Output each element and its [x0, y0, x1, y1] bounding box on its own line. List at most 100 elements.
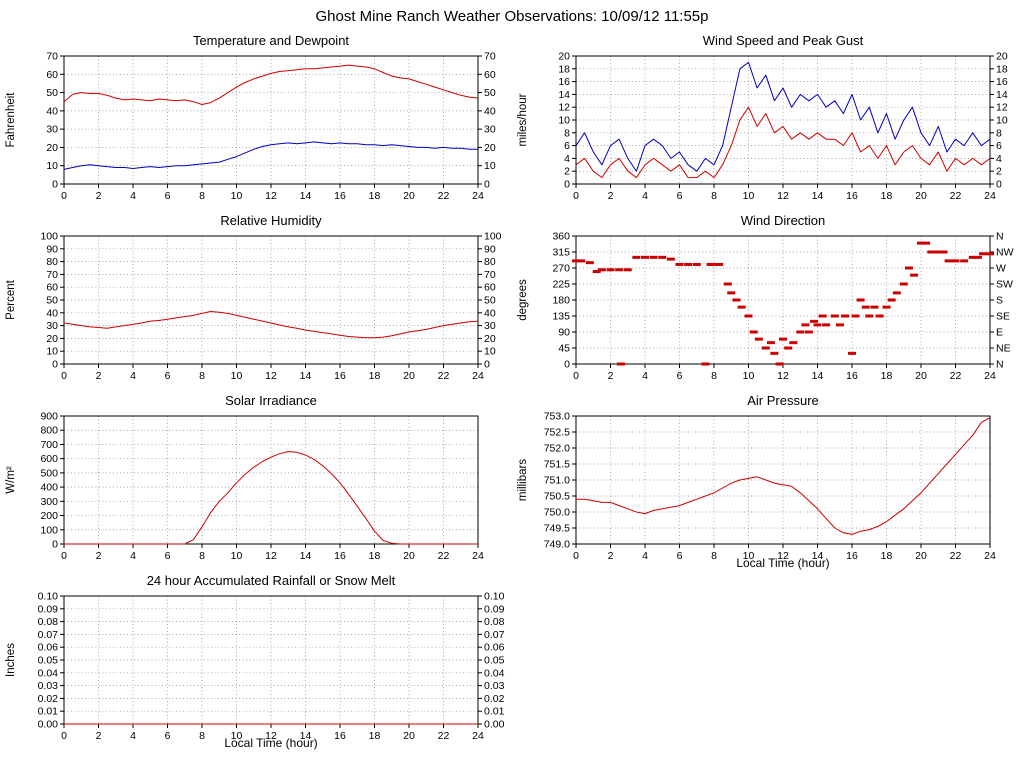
- scatter-marker: [649, 255, 658, 259]
- y-tick-label-right: 0: [484, 179, 490, 191]
- x-tick-label: 10: [743, 190, 755, 202]
- scatter-marker: [986, 252, 994, 256]
- y-tick-label: 14: [558, 89, 570, 101]
- y-tick-label: 100: [40, 524, 58, 536]
- y-tick-label: 0.10: [38, 591, 59, 603]
- chart-relative-humidity: 0 0 10 10 20 20 30 30 40 40 50 50 60 60 70 70 80 80 90 90 10…: [0, 210, 512, 390]
- scatter-marker: [577, 259, 586, 263]
- y-tick-label-right: 0: [484, 359, 490, 371]
- x-tick-label: 22: [438, 550, 450, 562]
- chart-temperature-dewpoint: 0 0 10 10 20 20 30 30 40 40 50 50 60 60 70 70 0 2 4 6 8 10 12 1…: [0, 30, 512, 210]
- x-axis-label: Local Time (hour): [736, 556, 829, 570]
- y-tick-label: 0: [564, 359, 570, 371]
- y-tick-label: 0.05: [38, 655, 59, 667]
- x-tick-label: 24: [984, 370, 996, 382]
- x-tick-label: 2: [96, 190, 102, 202]
- x-tick-label: 6: [677, 190, 683, 202]
- x-tick-label: 18: [369, 730, 381, 742]
- x-tick-label: 4: [130, 550, 136, 562]
- y-tick-label: 900: [40, 411, 58, 423]
- scatter-marker: [701, 362, 710, 366]
- y-tick-label-right: 0.08: [484, 616, 505, 628]
- chart-wind-speed-peak-gust: 0 0 2 2 4 4 6 6 8 8 10 10 12 12 14 14 16 16 18 18 20 20 0 2 4 6 8 1…: [512, 30, 1024, 210]
- x-tick-label: 16: [334, 190, 346, 202]
- scatter-marker: [585, 261, 594, 265]
- y-tick-label-right: 0.01: [484, 706, 505, 718]
- x-tick-label: 22: [950, 550, 962, 562]
- y-tick-label: 0: [52, 359, 58, 371]
- x-tick-label: 24: [472, 190, 484, 202]
- x-tick-label: 14: [300, 370, 312, 382]
- x-tick-label: 8: [199, 190, 205, 202]
- x-tick-label: 12: [265, 190, 277, 202]
- scatter-marker: [865, 314, 874, 318]
- x-tick-label: 24: [472, 370, 484, 382]
- plot-frame: [63, 415, 479, 545]
- plot-frame: [63, 235, 479, 365]
- scatter-marker: [761, 346, 770, 350]
- x-tick-label: 24: [984, 190, 996, 202]
- plot-frame: [63, 55, 479, 185]
- y-tick-label-right: 30: [484, 124, 496, 136]
- x-axis-label: Local Time (hour): [224, 736, 317, 750]
- scatter-marker: [666, 257, 675, 261]
- series-wind-speed: [575, 106, 991, 179]
- scatter-marker: [848, 351, 856, 355]
- y-tick-label-right: 0.02: [484, 693, 505, 705]
- y-tick-label: 400: [40, 482, 58, 494]
- scatter-marker: [727, 291, 736, 295]
- y-tick-label: 0: [52, 179, 58, 191]
- x-tick-label: 18: [369, 550, 381, 562]
- x-tick-label: 6: [165, 370, 171, 382]
- x-tick-label: 2: [96, 730, 102, 742]
- scatter-marker: [796, 330, 805, 334]
- x-tick-label: 14: [812, 190, 824, 202]
- y-tick-label: 0.09: [38, 603, 59, 615]
- y-tick-label: 135: [552, 311, 570, 323]
- y-tick-label-right: 70: [484, 51, 496, 63]
- x-tick-label: 0: [61, 730, 67, 742]
- x-tick-label: 4: [130, 730, 136, 742]
- y-tick-label: 10: [46, 160, 58, 172]
- x-tick-label: 4: [642, 550, 648, 562]
- y-tick-label: 60: [46, 282, 58, 294]
- chart-title: Wind Speed and Peak Gust: [703, 33, 864, 48]
- y-axis-label: Percent: [5, 279, 17, 319]
- y-tick-label-right: N: [996, 231, 1004, 243]
- y-tick-label: 0.03: [38, 680, 59, 692]
- y-tick-label: 80: [46, 256, 58, 268]
- y-tick-label: 752.5: [544, 427, 570, 439]
- scatter-marker: [841, 314, 850, 318]
- x-tick-label: 16: [846, 370, 858, 382]
- x-tick-label: 0: [61, 550, 67, 562]
- x-tick-label: 12: [777, 370, 789, 382]
- x-tick-label: 10: [743, 550, 755, 562]
- x-tick-label: 16: [334, 550, 346, 562]
- scatter-marker: [939, 250, 948, 254]
- y-tick-label-right: W: [996, 263, 1006, 275]
- scatter-marker: [684, 262, 693, 266]
- scatter-marker: [692, 262, 701, 266]
- plot-frame: [575, 415, 991, 545]
- y-tick-label: 40: [46, 307, 58, 319]
- y-tick-label-right: NW: [996, 247, 1014, 259]
- x-tick-label: 8: [199, 370, 205, 382]
- scatter-marker: [737, 305, 746, 309]
- y-tick-label: 20: [46, 333, 58, 345]
- y-tick-label: 90: [558, 327, 570, 339]
- scatter-marker: [623, 268, 632, 272]
- scatter-marker: [861, 305, 870, 309]
- x-tick-label: 2: [608, 370, 614, 382]
- plot-frame: [575, 55, 991, 185]
- scatter-marker: [616, 362, 625, 366]
- chart-title: Air Pressure: [747, 393, 819, 408]
- scatter-marker: [749, 330, 758, 334]
- scatter-marker: [934, 250, 943, 254]
- x-tick-label: 22: [438, 190, 450, 202]
- chart-air-pressure: 749.0 749.5 750.0 750.5 751.0 751.5 752.0 752.5…: [512, 390, 1024, 570]
- x-tick-label: 2: [608, 550, 614, 562]
- series-temperature: [63, 64, 479, 105]
- x-tick-label: 0: [573, 550, 579, 562]
- scatter-marker: [641, 255, 649, 259]
